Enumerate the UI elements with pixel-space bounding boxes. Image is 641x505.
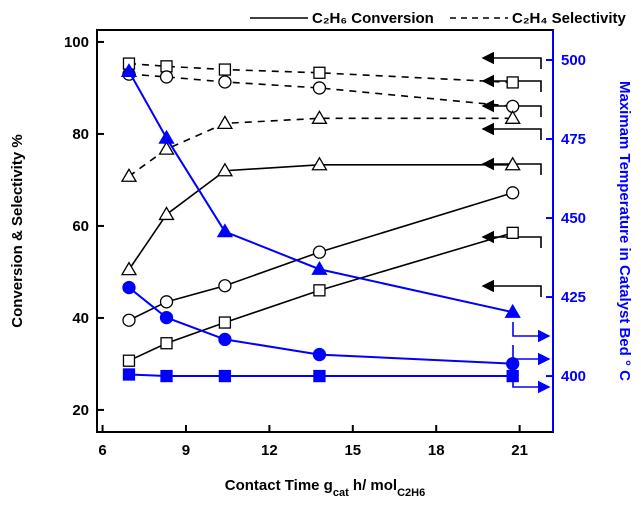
arrow — [481, 51, 542, 69]
y-tick-label: 60 — [72, 218, 89, 235]
marker — [313, 284, 326, 297]
marker — [218, 279, 232, 293]
marker — [160, 337, 173, 350]
marker — [312, 245, 327, 259]
marker — [120, 261, 138, 276]
marker — [159, 70, 174, 84]
y-tick-label: 20 — [72, 402, 89, 419]
y2-tick-label: 450 — [561, 210, 586, 227]
marker — [120, 167, 138, 182]
x-tick-label: 6 — [98, 442, 106, 459]
marker — [160, 60, 173, 73]
x-tick-label: 21 — [511, 442, 528, 459]
marker — [218, 332, 232, 347]
marker — [506, 357, 520, 371]
marker — [159, 310, 174, 325]
marker — [158, 140, 175, 155]
marker — [504, 156, 521, 171]
marker — [120, 63, 138, 78]
y2-tick-label: 475 — [561, 131, 586, 148]
marker — [506, 186, 520, 200]
marker — [313, 66, 326, 79]
marker — [216, 115, 234, 130]
marker — [218, 369, 232, 383]
marker — [218, 316, 232, 329]
marker — [218, 75, 232, 89]
arrow — [481, 122, 542, 140]
marker — [311, 156, 328, 171]
x-axis-label-part: Contact Time g — [225, 477, 333, 494]
marker — [216, 162, 234, 177]
arrow — [481, 279, 542, 297]
marker — [216, 223, 234, 238]
y-tick-label: 100 — [64, 34, 89, 51]
marker — [122, 368, 136, 381]
marker — [312, 81, 327, 95]
x-tick-label: 9 — [182, 442, 190, 459]
x-axis-label-part: cat — [333, 487, 349, 499]
marker — [311, 260, 328, 275]
marker — [313, 369, 326, 383]
marker — [158, 129, 175, 144]
legend-label: C₂H₆ Conversion — [312, 10, 434, 27]
arrow — [481, 99, 542, 117]
marker — [504, 110, 521, 124]
marker — [218, 63, 232, 76]
marker — [311, 110, 328, 124]
x-tick-label: 15 — [344, 442, 361, 459]
y2-tick-label: 425 — [561, 289, 586, 306]
y-tick-label: 80 — [72, 126, 89, 143]
y2-tick-label: 400 — [561, 368, 586, 385]
arrow — [481, 230, 542, 248]
marker — [158, 206, 175, 221]
x-axis-label-part: C2H6 — [397, 487, 425, 499]
marker — [506, 226, 519, 239]
x-tick-label: 12 — [261, 442, 278, 459]
y-tick-label: 40 — [72, 310, 89, 327]
series-line — [128, 70, 513, 314]
marker — [506, 369, 519, 383]
arrow — [512, 322, 551, 343]
x-axis-label: Contact Time gcat h/ molC2H6 — [225, 477, 425, 499]
marker — [122, 313, 136, 327]
marker — [504, 303, 521, 318]
legend-label: C₂H₄ Selectivity — [512, 10, 627, 27]
marker — [122, 280, 136, 295]
marker — [506, 76, 519, 89]
marker — [312, 347, 327, 362]
marker — [159, 295, 174, 309]
y2-tick-label: 500 — [561, 52, 586, 69]
marker — [160, 369, 173, 383]
marker — [122, 354, 136, 367]
x-tick-label: 18 — [428, 442, 445, 459]
y-axis-label: Conversion & Selectivity % — [9, 134, 26, 327]
arrow — [512, 345, 551, 366]
x-axis-label-part: h/ mol — [349, 477, 397, 494]
y2-axis-label: Maximam Temperature in Catalyst Bed ° C — [616, 81, 633, 381]
arrow — [481, 74, 542, 92]
